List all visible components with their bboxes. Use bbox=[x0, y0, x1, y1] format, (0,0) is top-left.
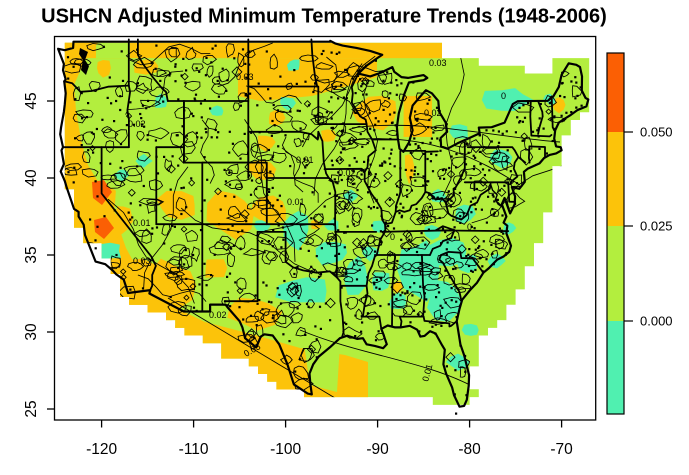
svg-text:0.02: 0.02 bbox=[128, 119, 146, 129]
svg-text:0.000: 0.000 bbox=[640, 314, 673, 329]
svg-text:45: 45 bbox=[23, 92, 40, 109]
svg-text:25: 25 bbox=[23, 400, 40, 417]
svg-text:0: 0 bbox=[390, 232, 395, 242]
svg-text:30: 30 bbox=[23, 323, 40, 341]
svg-text:40: 40 bbox=[23, 169, 40, 187]
svg-text:-110: -110 bbox=[179, 441, 209, 458]
svg-text:0.01: 0.01 bbox=[287, 197, 305, 207]
svg-text:-100: -100 bbox=[270, 441, 301, 458]
svg-text:0: 0 bbox=[501, 91, 506, 101]
svg-text:-90: -90 bbox=[366, 441, 389, 458]
svg-text:-80: -80 bbox=[458, 441, 481, 458]
svg-text:0.025: 0.025 bbox=[640, 219, 673, 234]
svg-text:0.03: 0.03 bbox=[133, 256, 151, 266]
svg-text:0.01: 0.01 bbox=[420, 363, 434, 383]
svg-text:0.01: 0.01 bbox=[296, 155, 314, 165]
svg-text:0.03: 0.03 bbox=[236, 72, 254, 82]
svg-text:0.02: 0.02 bbox=[424, 108, 442, 118]
svg-text:0: 0 bbox=[467, 222, 472, 232]
svg-text:-70: -70 bbox=[550, 441, 573, 458]
svg-text:0.02: 0.02 bbox=[209, 310, 227, 320]
svg-text:-120: -120 bbox=[86, 441, 117, 458]
svg-text:USHCN Adjusted Minimum Tempera: USHCN Adjusted Minimum Temperature Trend… bbox=[41, 6, 607, 28]
svg-text:0.02: 0.02 bbox=[338, 168, 356, 178]
svg-text:0.03: 0.03 bbox=[429, 58, 447, 68]
svg-text:0.01: 0.01 bbox=[133, 218, 151, 228]
svg-text:35: 35 bbox=[23, 246, 40, 263]
svg-text:0.050: 0.050 bbox=[640, 125, 673, 140]
svg-text:0: 0 bbox=[424, 204, 429, 214]
